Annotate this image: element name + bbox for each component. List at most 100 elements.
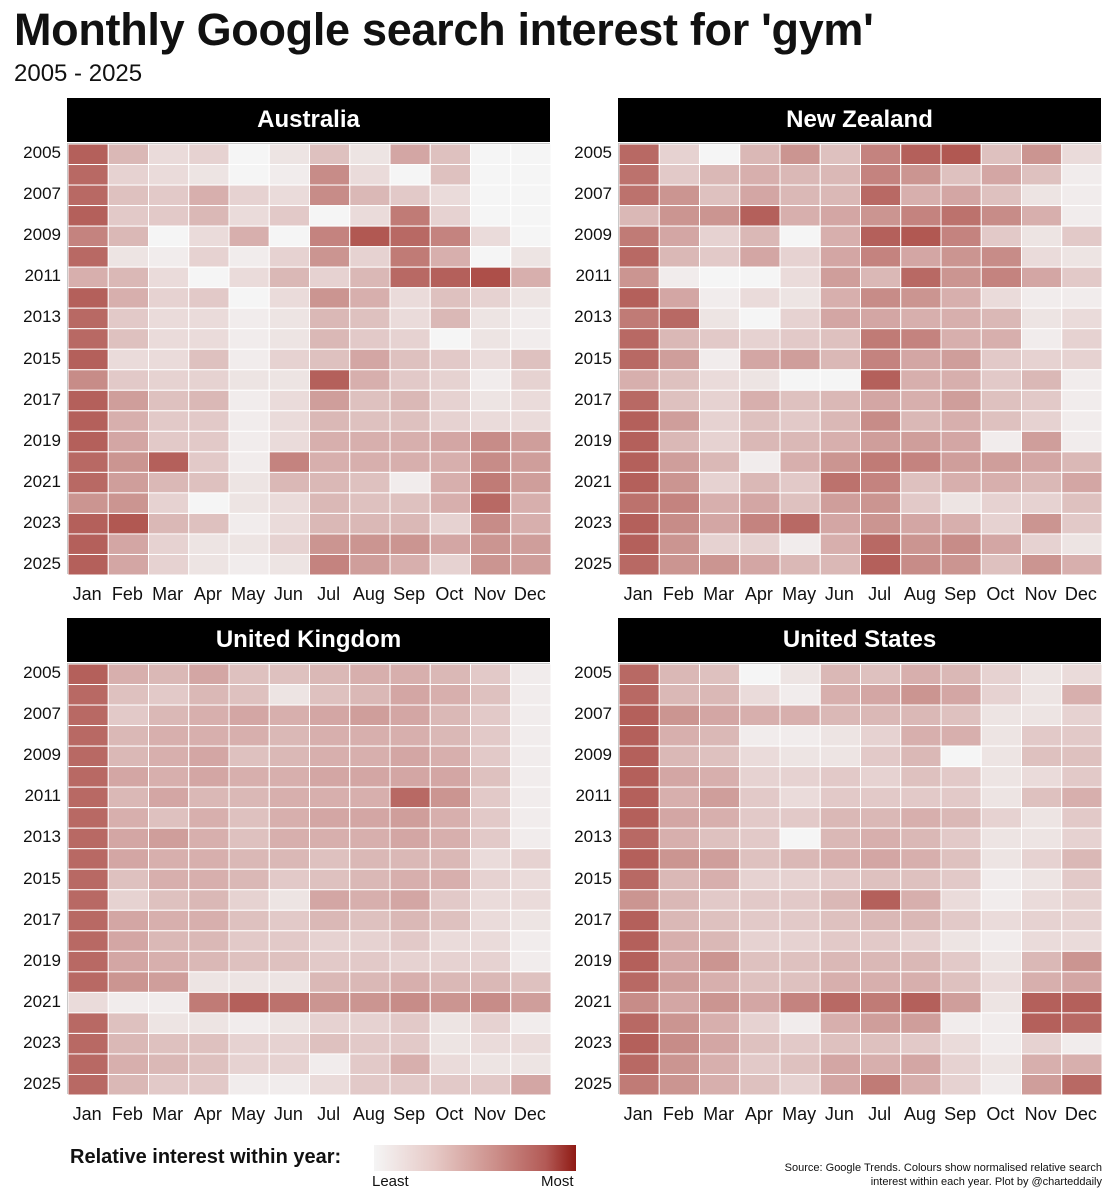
- heatmap-cell: [860, 704, 902, 727]
- heatmap-cell: [940, 868, 982, 891]
- heatmap-cell: [148, 889, 190, 911]
- heatmap-cell: [188, 553, 230, 575]
- heatmap-cell: [107, 1073, 149, 1095]
- heatmap-cell: [309, 492, 351, 514]
- heatmap-cell: [429, 389, 471, 412]
- heatmap-cell: [510, 389, 551, 412]
- heatmap-cell: [860, 266, 902, 289]
- heatmap-cell: [429, 1012, 471, 1034]
- heatmap-cell: [349, 369, 391, 391]
- heatmap-cell: [429, 745, 471, 768]
- heatmap-cell: [779, 184, 821, 207]
- heatmap-cell: [619, 684, 660, 706]
- heatmap-cell: [980, 430, 1022, 453]
- heatmap-cell: [619, 164, 660, 186]
- heatmap-cell: [470, 950, 512, 973]
- heatmap-cell: [268, 246, 310, 268]
- heatmap-cell: [429, 766, 471, 788]
- heatmap-cell: [470, 533, 512, 555]
- heatmap-cell: [188, 766, 230, 788]
- heatmap-cell: [940, 889, 982, 911]
- heatmap-cell: [739, 348, 781, 371]
- y-tick-label: 2011: [24, 266, 61, 286]
- heatmap-cell: [107, 348, 149, 371]
- heatmap-cell: [1021, 950, 1063, 973]
- heatmap-cell: [860, 909, 902, 932]
- heatmap-cell: [658, 827, 700, 850]
- heatmap-cell: [228, 664, 270, 686]
- heatmap-cell: [980, 287, 1022, 309]
- heatmap-cell: [658, 451, 700, 473]
- heatmap-cell: [228, 307, 270, 330]
- heatmap-cell: [148, 389, 190, 412]
- heatmap-cell: [228, 451, 270, 473]
- heatmap-cell: [68, 307, 109, 330]
- heatmap-cell: [268, 868, 310, 891]
- heatmap-cell: [389, 868, 431, 891]
- heatmap-cell: [68, 287, 109, 309]
- heatmap-cell: [68, 930, 109, 952]
- heatmap-cell: [1021, 766, 1063, 788]
- heatmap-cell: [980, 807, 1022, 829]
- heatmap-cell: [860, 745, 902, 768]
- heatmap-cell: [349, 766, 391, 788]
- y-tick-label: 2007: [574, 704, 612, 724]
- heatmap-cell: [107, 225, 149, 248]
- heatmap-cell: [658, 307, 700, 330]
- heatmap-cell: [470, 246, 512, 268]
- heatmap-cell: [510, 328, 551, 350]
- heatmap-cell: [1021, 664, 1063, 686]
- heatmap-cell: [510, 807, 551, 829]
- facet-strip-united-kingdom: United Kingdom: [67, 618, 550, 662]
- heatmap-cell: [619, 930, 660, 952]
- heatmap-cell: [268, 786, 310, 809]
- heatmap-cell: [107, 1053, 149, 1075]
- heatmap-cell: [699, 492, 741, 514]
- heatmap-cell: [699, 266, 741, 289]
- heatmap-cell: [980, 766, 1022, 788]
- heatmap-cell: [819, 471, 861, 494]
- heatmap-cell: [860, 725, 902, 747]
- heatmap-cell: [658, 266, 700, 289]
- heatmap-cell: [1021, 991, 1063, 1014]
- heatmap-cell: [658, 144, 700, 166]
- heatmap-cell: [148, 144, 190, 166]
- heatmap-cell: [1061, 144, 1102, 166]
- heatmap-cell: [739, 827, 781, 850]
- heatmap-cell: [107, 684, 149, 706]
- heatmap-cell: [107, 451, 149, 473]
- heatmap-cell: [389, 704, 431, 727]
- heatmap-cell: [940, 512, 982, 535]
- x-tick-label: May: [782, 1104, 817, 1124]
- heatmap-cell: [1061, 205, 1102, 227]
- heatmap-cell: [900, 451, 942, 473]
- heatmap-cell: [309, 848, 351, 870]
- heatmap-cell: [940, 205, 982, 227]
- heatmap-cell: [68, 205, 109, 227]
- heatmap-cell: [940, 287, 982, 309]
- heatmap-cell: [940, 184, 982, 207]
- heatmap-cell: [188, 430, 230, 453]
- heatmap-cell: [900, 205, 942, 227]
- heatmap-cell: [1061, 492, 1102, 514]
- x-tick-label: Sep: [393, 1104, 426, 1124]
- heatmap-cell: [658, 1053, 700, 1075]
- heatmap-cell: [619, 553, 660, 575]
- y-tick-label: 2009: [23, 745, 61, 765]
- heatmap-cell: [739, 684, 781, 706]
- heatmap-cell: [739, 766, 781, 788]
- heatmap-cell: [389, 684, 431, 706]
- heatmap-cell: [188, 328, 230, 350]
- legend-low-label: Least: [372, 1173, 409, 1190]
- heatmap-cell: [68, 848, 109, 870]
- heatmap-cell: [699, 348, 741, 371]
- heatmap-cell: [188, 164, 230, 186]
- y-tick-label: 2025: [23, 553, 61, 573]
- heatmap-cell: [429, 950, 471, 973]
- heatmap-cell: [658, 164, 700, 186]
- heatmap-cell: [1021, 348, 1063, 371]
- heatmap-cell: [940, 533, 982, 555]
- heatmap-cell: [1021, 971, 1063, 993]
- heatmap-cell: [188, 868, 230, 891]
- heatmap-cell: [429, 991, 471, 1014]
